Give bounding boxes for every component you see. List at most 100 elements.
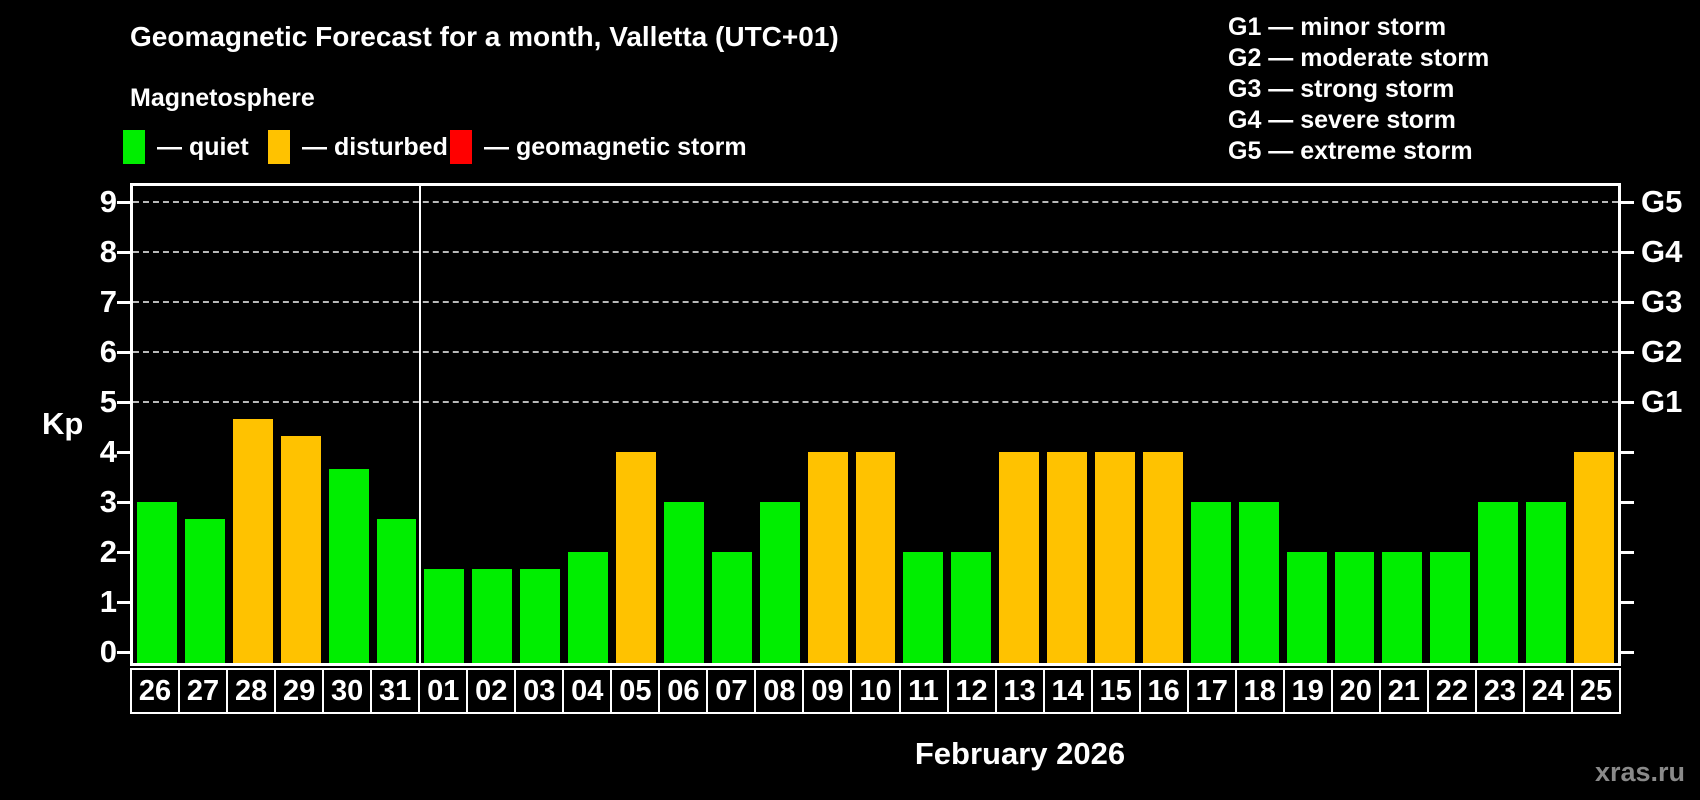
left-tick-kp2	[117, 551, 130, 554]
kp-bar-day-25	[1574, 452, 1614, 663]
day-label-29: 29	[274, 668, 325, 714]
kp-bar-day-07	[711, 552, 752, 663]
kp-bar-day-19	[1286, 552, 1327, 663]
storm-swatch-icon	[450, 130, 472, 164]
day-label-10: 10	[850, 668, 901, 714]
right-tick-kp8	[1621, 251, 1634, 254]
month-boundary-line	[419, 186, 422, 663]
kp-bar-day-28	[232, 418, 273, 663]
y-tick-label-2: 2	[99, 534, 117, 569]
day-label-21: 21	[1378, 668, 1429, 714]
magnetosphere-label: Magnetosphere	[130, 84, 315, 112]
watermark: xras.ru	[1594, 757, 1685, 787]
kp-bar-day-13	[999, 452, 1040, 663]
kp-bar-day-01	[424, 568, 465, 663]
kp-bar-day-18	[1238, 502, 1279, 663]
day-label-22: 22	[1426, 668, 1477, 714]
kp-bar-day-12	[951, 552, 992, 663]
kp-bar-day-21	[1382, 552, 1423, 663]
right-tick-kp3	[1621, 501, 1634, 504]
y-tick-label-7: 7	[99, 284, 117, 319]
kp-bar-day-27	[184, 518, 225, 663]
kp-bar-day-06	[663, 502, 704, 663]
kp-bar-day-14	[1047, 452, 1088, 663]
kp-bar-day-02	[472, 568, 513, 663]
kp-bar-day-15	[1095, 452, 1135, 663]
kp-bar-day-03	[520, 568, 561, 663]
plot-inner	[133, 186, 1618, 663]
g5-legend-line: G5 — extreme storm	[1228, 137, 1473, 165]
day-label-08: 08	[754, 668, 805, 714]
right-tick-kp9	[1621, 201, 1634, 204]
right-axis-label-g3: G3	[1641, 284, 1683, 319]
kp-bar-day-24	[1526, 502, 1567, 663]
x-axis-day-labels: 26 27 28 29 30 31 01 02 03 04 05 06 07 08 09 10 11 12 13 14…	[130, 668, 1621, 714]
day-label-15: 15	[1090, 668, 1141, 714]
kp-bar-day-22	[1430, 552, 1471, 663]
day-label-05: 05	[610, 668, 661, 714]
legend-item-geomagnetic-storm: — geomagnetic storm	[450, 129, 747, 165]
kp-bar-day-11	[903, 552, 944, 663]
right-tick-kp7	[1621, 301, 1634, 304]
day-label-04: 04	[562, 668, 613, 714]
right-axis-label-g1: G1	[1641, 384, 1683, 419]
day-label-17: 17	[1186, 668, 1237, 714]
disturbed-swatch-icon	[268, 130, 290, 164]
right-tick-kp4	[1621, 451, 1634, 454]
y-tick-label-0: 0	[99, 634, 117, 669]
day-label-25: 25	[1570, 668, 1621, 714]
quiet-swatch-icon	[123, 130, 145, 164]
left-tick-kp6	[117, 351, 130, 354]
day-label-01: 01	[418, 668, 469, 714]
y-tick-label-3: 3	[99, 484, 117, 519]
g2-legend-line: G2 — moderate storm	[1228, 44, 1490, 72]
day-label-03: 03	[514, 668, 565, 714]
y-tick-label-4: 4	[99, 434, 117, 469]
right-tick-kp2	[1621, 551, 1634, 554]
day-label-11: 11	[898, 668, 949, 714]
right-tick-kp1	[1621, 601, 1634, 604]
kp-bar-day-17	[1190, 502, 1231, 663]
day-label-28: 28	[226, 668, 277, 714]
day-label-27: 27	[178, 668, 229, 714]
g1-legend-line: G1 — minor storm	[1228, 13, 1447, 41]
right-tick-kp0	[1621, 651, 1634, 654]
kp-bar-day-30	[328, 468, 369, 663]
right-axis-label-g2: G2	[1641, 334, 1683, 369]
day-label-12: 12	[946, 668, 997, 714]
legend-item-disturbed: — disturbed	[268, 129, 448, 165]
day-label-20: 20	[1330, 668, 1381, 714]
left-tick-kp5	[117, 401, 130, 404]
day-label-18: 18	[1234, 668, 1285, 714]
left-tick-kp3	[117, 501, 130, 504]
left-tick-kp4	[117, 451, 130, 454]
kp-bar-day-26	[137, 502, 177, 663]
day-label-16: 16	[1138, 668, 1189, 714]
gridline-kp9	[133, 201, 1618, 203]
day-label-06: 06	[658, 668, 709, 714]
day-label-30: 30	[322, 668, 373, 714]
right-axis-label-g5: G5	[1641, 184, 1683, 219]
y-tick-label-9: 9	[99, 184, 117, 219]
day-label-09: 09	[802, 668, 853, 714]
gridline-kp7	[133, 301, 1618, 303]
month-label: February 2026	[914, 736, 1126, 771]
legend-label-quiet: — quiet	[157, 132, 249, 161]
y-tick-label-8: 8	[99, 234, 117, 269]
day-label-19: 19	[1282, 668, 1333, 714]
y-tick-label-6: 6	[99, 334, 117, 369]
right-axis-label-g4: G4	[1641, 234, 1683, 269]
storm-scale-legend: G1 — minor storm G2 — moderate storm G3 …	[1228, 12, 1489, 167]
kp-bar-day-08	[759, 502, 800, 663]
kp-bar-day-10	[855, 452, 896, 663]
y-tick-label-1: 1	[99, 584, 117, 619]
legend-label-geomagnetic-storm: — geomagnetic storm	[484, 132, 747, 161]
left-tick-kp1	[117, 601, 130, 604]
day-label-02: 02	[466, 668, 517, 714]
g4-legend-line: G4 — severe storm	[1228, 106, 1456, 134]
kp-bar-day-09	[807, 452, 848, 663]
day-label-31: 31	[370, 668, 421, 714]
kp-bar-day-04	[568, 552, 609, 663]
plot-area	[130, 183, 1621, 666]
kp-bar-day-16	[1142, 452, 1183, 663]
